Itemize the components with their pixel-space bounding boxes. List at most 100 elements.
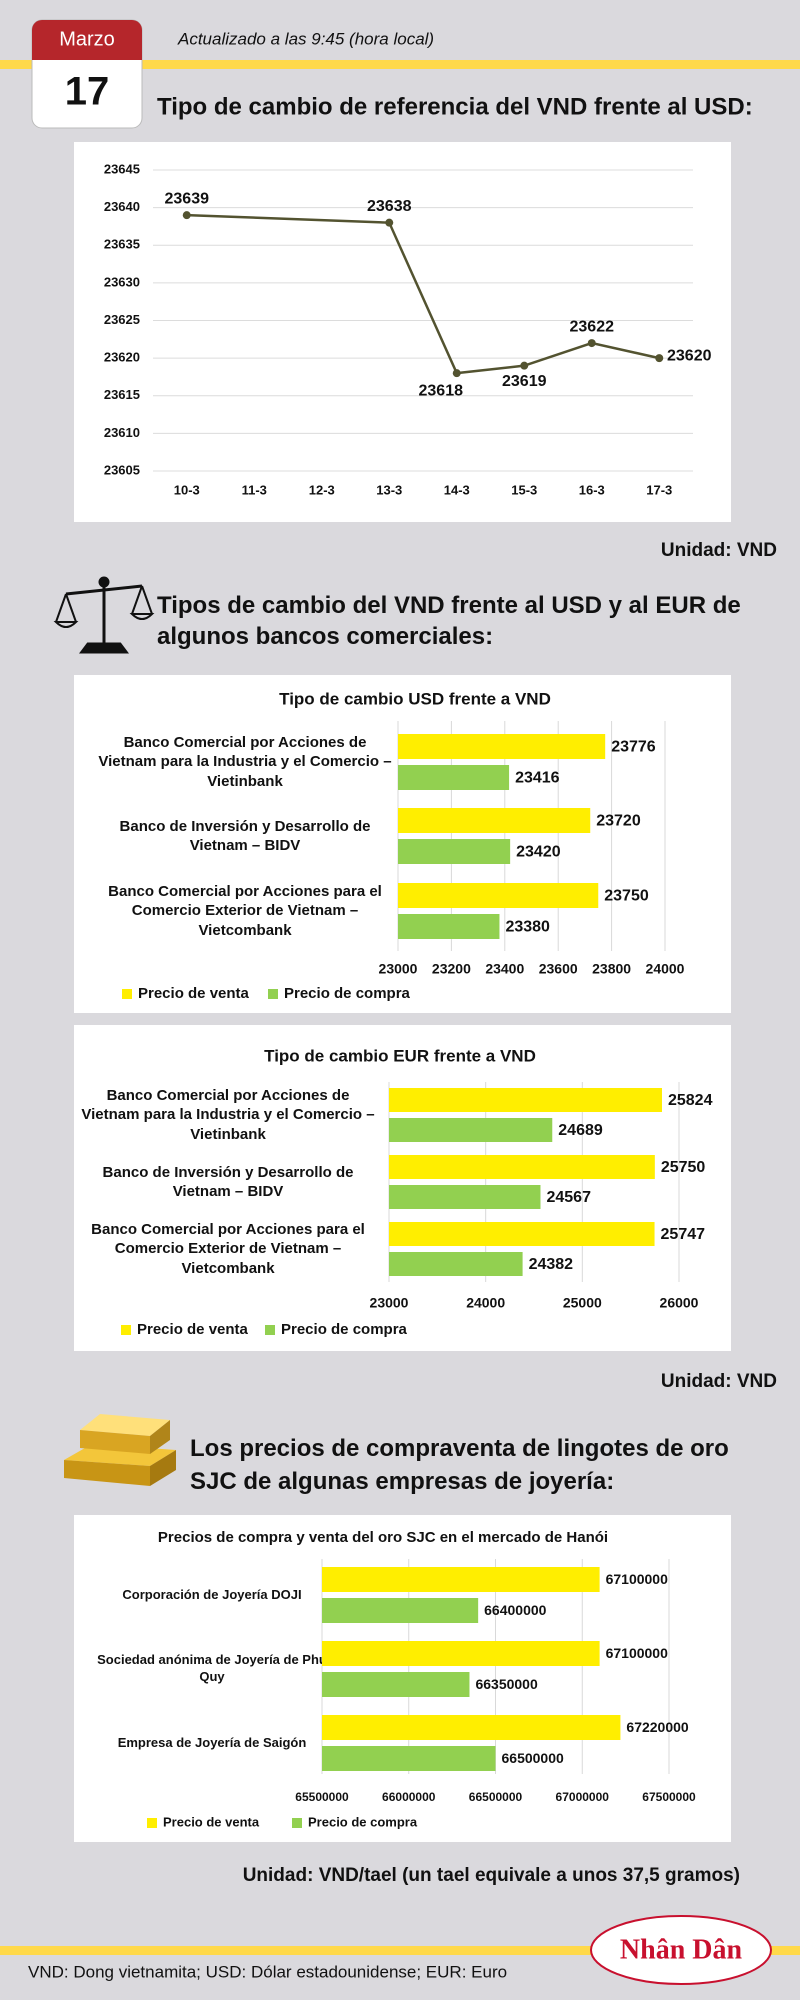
x-tick-label: 25000 [563, 1295, 602, 1311]
month: Marzo [59, 28, 115, 50]
bar [322, 1672, 470, 1697]
category-label-box: Sociedad anónima de Joyería de Phu Quy [97, 1652, 327, 1684]
y-tick-label: 23615 [104, 387, 140, 402]
data-label: 24382 [529, 1256, 574, 1273]
point [587, 339, 596, 348]
panel [74, 142, 731, 522]
section-title-box: Los precios de compraventa de lingotes d… [190, 1435, 729, 1495]
chart-title: Tipo de cambio USD frente a VND [279, 689, 551, 708]
bar [322, 1641, 600, 1666]
data-label: 66400000 [484, 1602, 547, 1618]
x-tick-label: 16-3 [579, 482, 605, 497]
data-label: 23619 [502, 373, 547, 390]
category-label: Corporación de Joyería DOJI [122, 1586, 302, 1602]
gold-icon [64, 1414, 176, 1486]
bar [389, 1118, 553, 1142]
unit-note: Unidad: VND [661, 1371, 777, 1392]
category-label-box: Banco Comercial por Acciones de Vietnam … [81, 1086, 375, 1143]
y-tick-label: 23610 [104, 425, 140, 440]
legend-label: Precio de compra [281, 1321, 408, 1338]
x-tick-label: 10-3 [174, 482, 200, 497]
data-label: 23380 [505, 919, 550, 936]
x-tick-label: 17-3 [646, 482, 672, 497]
data-label: 23416 [515, 770, 560, 787]
legend-label: Precio de venta [138, 985, 250, 1002]
legend-label: Precio de venta [137, 1321, 249, 1338]
x-tick-label: 23000 [370, 1295, 409, 1311]
point [520, 361, 529, 370]
legend-label: Precio de compra [284, 985, 411, 1002]
category-label: Banco Comercial por Acciones para el Com… [91, 1220, 365, 1277]
category-label: Banco Comercial por Acciones de Vietnam … [81, 1086, 375, 1143]
bar [398, 914, 500, 939]
x-tick-label: 23400 [485, 961, 524, 977]
section-title: Los precios de compraventa de lingotes d… [190, 1435, 729, 1495]
bottom-stripe [0, 1946, 800, 1955]
data-label: 23622 [570, 318, 615, 335]
category-label-box: Banco de Inversión y Desarrollo de Vietn… [120, 818, 371, 855]
scale-icon [53, 576, 155, 654]
point [182, 211, 191, 220]
data-label: 67100000 [606, 1571, 669, 1587]
updated-time: Actualizado a las 9:45 (hora local) [177, 29, 434, 48]
data-label: 24567 [546, 1189, 591, 1206]
unit-note: Unidad: VND/tael (un tael equivale a uno… [243, 1865, 740, 1886]
logo: Nhân Dân [620, 1934, 743, 1965]
section-title: Tipo de cambio de referencia del VND fre… [157, 93, 753, 120]
y-tick-label: 23625 [104, 312, 140, 327]
y-tick-label: 23630 [104, 274, 140, 289]
y-tick-label: 23620 [104, 350, 140, 365]
legend-swatch [121, 1325, 131, 1335]
x-tick-label: 23600 [539, 961, 578, 977]
bar [398, 839, 511, 864]
y-tick-label: 23640 [104, 199, 140, 214]
calendar-top [32, 20, 142, 60]
bar [389, 1252, 523, 1276]
data-label: 23638 [367, 198, 412, 215]
category-label-box: Banco Comercial por Acciones para el Com… [108, 883, 382, 939]
point [655, 354, 664, 363]
data-label: 66350000 [475, 1676, 538, 1692]
data-label: 23420 [516, 844, 561, 861]
bar [322, 1567, 600, 1592]
x-tick-label: 26000 [660, 1295, 699, 1311]
logo-badge [590, 1915, 772, 1985]
bar [322, 1598, 479, 1623]
x-tick-label: 23800 [592, 961, 631, 977]
legend-label: Precio de venta [163, 1814, 260, 1829]
y-tick-label: 23605 [104, 462, 140, 477]
category-label: Banco de Inversión y Desarrollo de Vietn… [102, 1163, 354, 1201]
legend-swatch [292, 1818, 302, 1828]
bar [398, 883, 599, 908]
data-label: 23720 [596, 813, 641, 830]
category-label: Sociedad anónima de Joyería de Phu Quy [97, 1652, 327, 1684]
legend-swatch [147, 1818, 157, 1828]
x-tick-label: 23000 [379, 961, 418, 977]
data-label: 25824 [668, 1092, 713, 1109]
point [452, 369, 461, 378]
bar [398, 765, 510, 790]
bar [398, 808, 591, 833]
x-tick-label: 15-3 [511, 482, 537, 497]
x-tick-label: 66000000 [382, 1790, 436, 1804]
x-tick-label: 14-3 [444, 482, 470, 497]
data-label: 23620 [667, 347, 712, 364]
category-label-box: Banco Comercial por Acciones de Vietnam … [98, 734, 391, 790]
data-label: 66500000 [502, 1750, 565, 1766]
x-tick-label: 67000000 [556, 1790, 610, 1804]
category-label-box: Banco de Inversión y Desarrollo de Vietn… [102, 1163, 354, 1201]
x-tick-label: 66500000 [469, 1790, 523, 1804]
data-label: 25750 [661, 1159, 706, 1176]
calendar: Marzo 17 [31, 19, 143, 129]
category-label: Empresa de Joyería de Saigón [117, 1734, 307, 1750]
section-title-box: Tipos de cambio del VND frente al USD y … [157, 592, 741, 650]
point [385, 218, 394, 227]
bar [389, 1185, 541, 1209]
category-label-box: Empresa de Joyería de Saigón [117, 1734, 307, 1750]
x-tick-label: 67500000 [642, 1790, 696, 1804]
legend-swatch [268, 989, 278, 999]
x-tick-label: 24000 [646, 961, 685, 977]
day: 17 [65, 70, 110, 114]
data-label: 25747 [661, 1226, 706, 1243]
